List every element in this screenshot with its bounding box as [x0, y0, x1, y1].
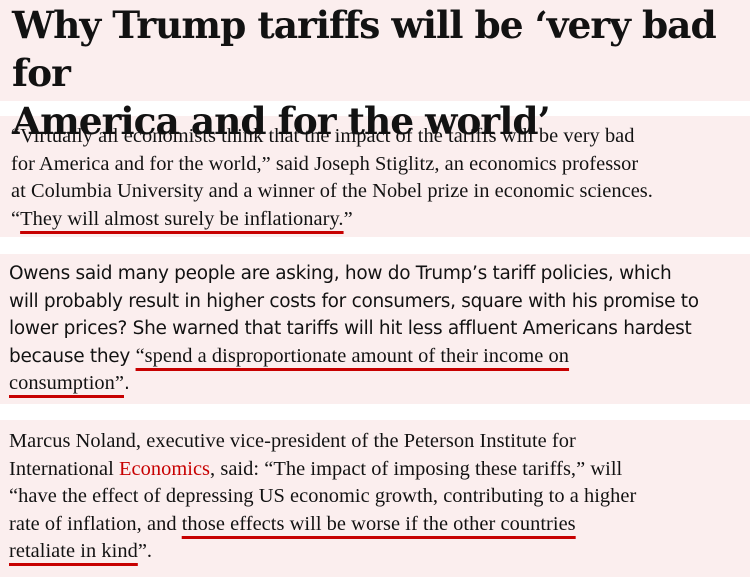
- paragraph-2-line-4-prefix: because they: [9, 345, 136, 367]
- paragraph-3-line-4-prefix: rate of inflation, and: [9, 512, 182, 535]
- headline-line-1: Why Trump tariffs will be ‘very bad for: [12, 3, 717, 95]
- paragraph-1-open-quote: “: [11, 207, 21, 230]
- paragraph-owens: Owens said many people are asking, how d…: [9, 260, 744, 398]
- paragraph-1-line-2: for America and for the world,” said Jos…: [11, 152, 639, 175]
- paragraph-1-highlight: [0, 116, 750, 237]
- paragraph-1-close-quote: ”: [343, 207, 353, 230]
- paragraph-1-line-3: at Columbia University and a winner of t…: [11, 180, 653, 202]
- headline-highlight: [0, 0, 750, 101]
- underlined-quote-worse-effects: those effects will be worse if the other…: [181, 512, 576, 535]
- paragraph-3-highlight: [0, 420, 750, 577]
- paragraph-3-line-1: Marcus Noland, executive vice-president …: [9, 430, 576, 452]
- paragraph-2-highlight: [0, 254, 750, 404]
- paragraph-3-line-2-suffix: , said: “The impact of imposing these ta…: [210, 457, 623, 480]
- underlined-quote-inflationary: They will almost surely be inflationary.: [20, 207, 344, 230]
- quote-paragraph-noland: Marcus Noland, executive vice-president …: [9, 428, 744, 566]
- paragraph-2-line-1: Owens said many people are asking, how d…: [9, 263, 672, 284]
- underlined-quote-consumption: consumption”: [9, 372, 124, 394]
- paragraph-3-line-2-prefix: International: [9, 457, 119, 480]
- headline-line-2: America and for the world’: [12, 99, 551, 143]
- economics-link[interactable]: Economics: [118, 457, 211, 480]
- paragraph-1-line-1: “Virtually all economists think that the…: [11, 125, 635, 147]
- paragraph-3-close-quote: ”.: [137, 540, 153, 562]
- underlined-quote-retaliate: retaliate in kind: [9, 540, 138, 562]
- quote-paragraph-stiglitz: “Virtually all economists think that the…: [11, 123, 741, 233]
- paragraph-2-line-2: will probably result in higher costs for…: [9, 290, 699, 312]
- paragraph-3-line-3: “have the effect of depressing US econom…: [9, 485, 637, 507]
- underlined-quote-disproportionate: “spend a disproportionate amount of thei…: [135, 344, 570, 367]
- article-headline: Why Trump tariffs will be ‘very bad for A…: [12, 1, 748, 145]
- paragraph-2-line-3: lower prices? She warned that tariffs wi…: [9, 318, 692, 339]
- paragraph-2-end-period: .: [124, 373, 130, 394]
